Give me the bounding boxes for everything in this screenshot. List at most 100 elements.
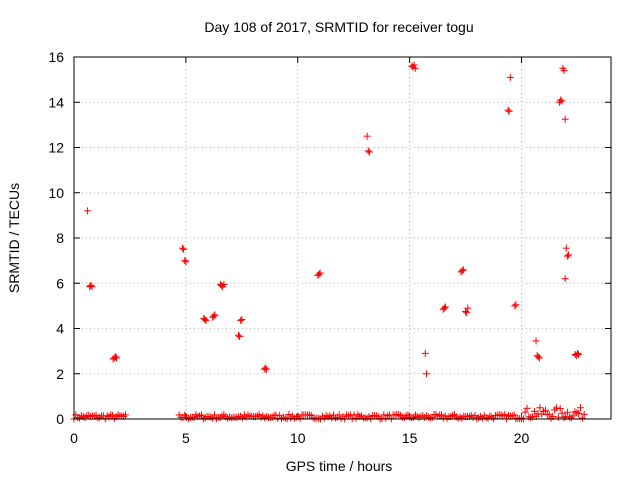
baseline-point: [576, 404, 584, 412]
baseline-point: [565, 413, 573, 421]
baseline-point: [276, 411, 284, 419]
baseline-point: [209, 414, 217, 422]
data-point: [459, 266, 467, 274]
data-point: [238, 315, 246, 323]
data-point: [237, 317, 245, 325]
x-tick-label: 20: [514, 430, 530, 446]
data-point: [512, 301, 520, 309]
baseline-point: [335, 411, 343, 419]
y-tick-label: 16: [48, 49, 64, 65]
data-point: [210, 312, 218, 320]
y-tick-label: 10: [48, 185, 64, 201]
baseline-point: [553, 404, 561, 412]
data-point: [365, 148, 373, 156]
data-point: [211, 311, 219, 319]
baseline-point: [437, 411, 445, 419]
data-point: [179, 244, 187, 252]
x-tick-labels: 0 5 10 15 20: [70, 430, 529, 446]
x-axis-label: GPS time / hours: [286, 458, 393, 474]
baseline-point: [580, 410, 588, 418]
baseline-point: [523, 404, 531, 412]
data-point: [181, 257, 189, 265]
baseline-point: [510, 411, 518, 419]
baseline-point: [547, 414, 555, 422]
data-point: [83, 207, 91, 215]
baseline-point: [428, 414, 436, 422]
y-tick-label: 8: [56, 230, 64, 246]
baseline-point: [536, 404, 544, 412]
baseline-point: [352, 414, 360, 422]
data-point: [440, 304, 448, 312]
data-point: [558, 97, 566, 105]
data-point: [315, 270, 323, 278]
x-tick-label: 10: [290, 430, 306, 446]
data-point: [363, 132, 371, 140]
data-point: [561, 115, 569, 123]
baseline-point: [81, 414, 89, 422]
data-point: [262, 365, 270, 373]
data-point: [535, 354, 543, 362]
y-tick-label: 0: [56, 411, 64, 427]
data-point: [560, 67, 568, 75]
baseline-point: [545, 410, 553, 418]
data-points: [70, 61, 588, 423]
baseline-point: [578, 414, 586, 422]
data-point: [511, 302, 519, 310]
baseline-point: [551, 406, 559, 414]
data-point: [201, 315, 209, 323]
grid-lines: [74, 57, 611, 419]
baseline-point: [521, 408, 529, 416]
data-point: [261, 364, 269, 372]
data-point: [364, 147, 372, 155]
data-point: [234, 331, 242, 339]
baseline-point: [558, 409, 566, 417]
data-point: [182, 258, 190, 266]
baseline-point: [564, 408, 572, 416]
data-point: [410, 61, 418, 69]
data-point: [220, 280, 228, 288]
data-point: [575, 351, 583, 359]
chart-title: Day 108 of 2017, SRMTID for receiver tog…: [204, 19, 473, 35]
baseline-point: [569, 412, 577, 420]
data-point: [505, 107, 513, 115]
data-point: [506, 73, 514, 81]
data-point: [316, 269, 324, 277]
data-point: [464, 304, 472, 312]
y-tick-label: 6: [56, 275, 64, 291]
baseline-point: [121, 411, 129, 419]
baseline-point: [296, 414, 304, 422]
baseline-point: [575, 410, 583, 418]
data-point: [421, 349, 429, 357]
baseline-point: [573, 409, 581, 417]
baseline-point: [337, 414, 345, 422]
baseline-point: [518, 414, 525, 422]
x-tick-label: 5: [182, 430, 190, 446]
y-tick-labels: 0 2 4 6 8 10 12 14 16: [48, 49, 64, 427]
data-point: [504, 106, 512, 114]
baseline-point: [114, 411, 122, 419]
plot-frame: [73, 56, 612, 420]
baseline-point: [527, 413, 535, 421]
baseline-point: [571, 408, 579, 416]
data-point: [111, 353, 119, 361]
data-point: [422, 370, 430, 378]
data-point: [463, 309, 471, 317]
data-point: [534, 353, 542, 361]
data-point: [561, 275, 569, 283]
baseline-point: [530, 407, 538, 415]
baseline-point: [109, 411, 117, 419]
data-point: [557, 96, 565, 104]
y-axis-label: SRMTID / TECUs: [6, 183, 22, 293]
baseline-point: [541, 406, 549, 414]
data-point: [532, 337, 540, 345]
x-tick-label: 0: [70, 430, 78, 446]
data-point: [180, 245, 188, 253]
y-tick-label: 2: [56, 366, 64, 382]
y-tick-label: 14: [48, 94, 64, 110]
data-point: [411, 64, 419, 72]
data-point: [202, 317, 210, 325]
data-point: [88, 283, 96, 291]
data-point: [236, 332, 244, 340]
data-point: [563, 252, 571, 260]
